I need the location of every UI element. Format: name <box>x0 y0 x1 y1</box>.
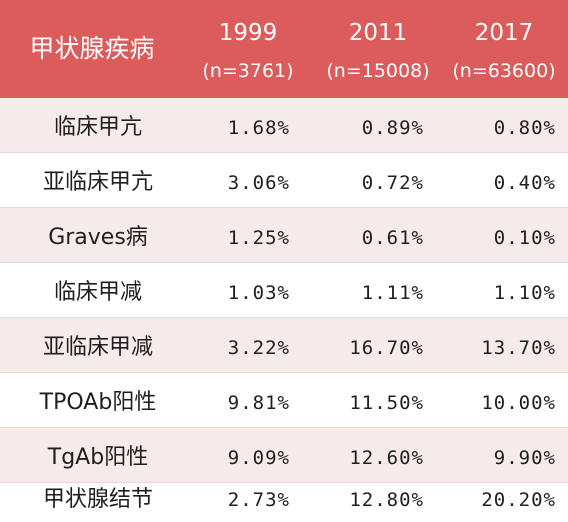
table-row: TPOAb阳性 9.81% 11.50% 10.00% <box>0 373 568 428</box>
column-header-2011: 2011 (n=15008) <box>314 0 442 98</box>
value-1999: 9.09% <box>227 447 290 469</box>
value-2011: 1.11% <box>361 282 424 304</box>
row-label: TgAb阳性 <box>47 445 149 470</box>
value-1999: 1.68% <box>227 117 290 139</box>
table-row: TgAb阳性 9.09% 12.60% 9.90% <box>0 428 568 483</box>
table-header: 甲状腺疾病 1999 (n=3761) 2011 (n=15008) 2017 … <box>0 0 568 98</box>
row-label: 临床甲亢 <box>53 115 142 140</box>
value-1999: 1.25% <box>227 227 290 249</box>
table-row: 甲状腺结节 2.73% 12.80% 20.20% <box>0 483 568 522</box>
value-1999: 3.22% <box>227 337 290 359</box>
value-2017: 10.00% <box>481 392 556 414</box>
value-2017: 1.10% <box>493 282 556 304</box>
value-2017: 0.40% <box>493 172 556 194</box>
value-2011: 0.72% <box>361 172 424 194</box>
header-title: 甲状腺疾病 <box>29 34 155 63</box>
value-1999: 3.06% <box>227 172 290 194</box>
value-2017: 0.10% <box>493 227 556 249</box>
value-2011: 16.70% <box>349 337 424 359</box>
value-2011: 12.60% <box>349 447 424 469</box>
column-header-1999: 1999 (n=3761) <box>184 0 312 98</box>
row-label: 临床甲减 <box>53 280 142 305</box>
row-label: 亚临床甲亢 <box>42 170 153 195</box>
value-2011: 11.50% <box>349 392 424 414</box>
column-year: 2011 <box>348 20 408 46</box>
row-label: Graves病 <box>48 225 148 250</box>
column-header-2017: 2017 (n=63600) <box>440 0 568 98</box>
value-1999: 9.81% <box>227 392 290 414</box>
column-year: 1999 <box>218 20 278 46</box>
table-row: 临床甲亢 1.68% 0.89% 0.80% <box>0 98 568 153</box>
value-2017: 9.90% <box>493 447 556 469</box>
row-label: 甲状腺结节 <box>42 487 153 512</box>
value-2011: 0.61% <box>361 227 424 249</box>
value-2017: 20.20% <box>481 489 556 511</box>
column-sample-size: (n=63600) <box>452 60 556 82</box>
table-row: 亚临床甲减 3.22% 16.70% 13.70% <box>0 318 568 373</box>
value-1999: 1.03% <box>227 282 290 304</box>
value-2011: 0.89% <box>361 117 424 139</box>
table-row: 亚临床甲亢 3.06% 0.72% 0.40% <box>0 153 568 208</box>
column-sample-size: (n=3761) <box>202 60 294 82</box>
table-row: 临床甲减 1.03% 1.11% 1.10% <box>0 263 568 318</box>
value-1999: 2.73% <box>227 489 290 511</box>
row-label: TPOAb阳性 <box>39 390 157 415</box>
column-year: 2017 <box>474 20 534 46</box>
column-sample-size: (n=15008) <box>326 60 430 82</box>
value-2017: 13.70% <box>481 337 556 359</box>
value-2017: 0.80% <box>493 117 556 139</box>
table-row: Graves病 1.25% 0.61% 0.10% <box>0 208 568 263</box>
value-2011: 12.80% <box>349 489 424 511</box>
row-label: 亚临床甲减 <box>42 335 153 360</box>
